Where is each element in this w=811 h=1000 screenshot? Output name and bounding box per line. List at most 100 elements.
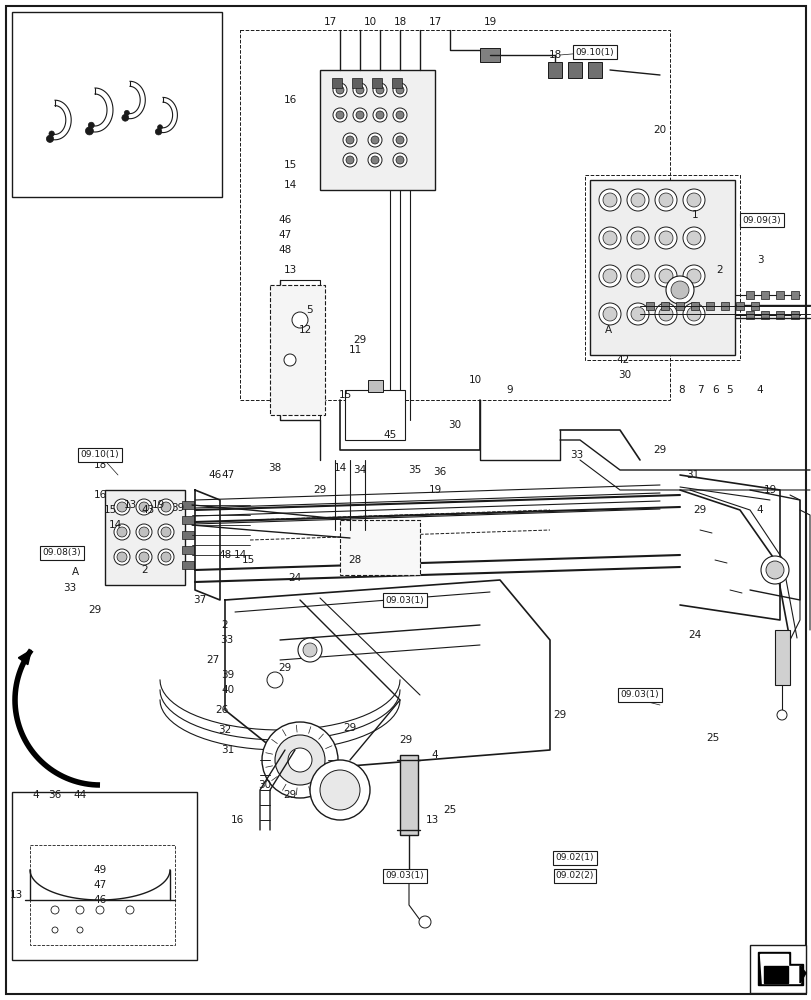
Circle shape — [342, 153, 357, 167]
Text: 09.03(1): 09.03(1) — [385, 595, 424, 604]
Text: 4: 4 — [756, 385, 762, 395]
Text: 33: 33 — [220, 635, 234, 645]
Circle shape — [686, 231, 700, 245]
Circle shape — [418, 916, 431, 928]
Circle shape — [77, 927, 83, 933]
Text: 3: 3 — [756, 255, 762, 265]
Circle shape — [393, 133, 406, 147]
Circle shape — [135, 524, 152, 540]
Circle shape — [298, 638, 322, 662]
Text: 24: 24 — [688, 630, 701, 640]
Circle shape — [310, 760, 370, 820]
Text: 39: 39 — [171, 503, 184, 513]
Text: 17: 17 — [428, 17, 441, 27]
Circle shape — [367, 133, 381, 147]
Circle shape — [46, 135, 54, 142]
Bar — [547, 62, 561, 78]
Text: 09.02(1): 09.02(1) — [555, 853, 594, 862]
Text: 13: 13 — [425, 815, 438, 825]
Circle shape — [139, 502, 148, 512]
Circle shape — [659, 231, 672, 245]
Bar — [182, 561, 194, 569]
Text: 16: 16 — [283, 95, 296, 105]
Bar — [720, 302, 728, 310]
Circle shape — [158, 499, 174, 515]
Circle shape — [665, 276, 693, 304]
Text: 25: 25 — [706, 733, 719, 743]
Polygon shape — [799, 966, 805, 983]
Text: 31: 31 — [221, 745, 234, 755]
Bar — [760, 291, 768, 299]
Text: 13: 13 — [10, 890, 23, 900]
Circle shape — [626, 227, 648, 249]
Circle shape — [765, 561, 783, 579]
Polygon shape — [757, 952, 802, 985]
Text: 29: 29 — [353, 335, 367, 345]
Text: 39: 39 — [221, 670, 234, 680]
Circle shape — [267, 672, 283, 688]
Text: 15: 15 — [633, 695, 646, 705]
Circle shape — [353, 83, 367, 97]
Text: A: A — [603, 325, 611, 335]
Bar — [646, 302, 653, 310]
Bar — [749, 945, 805, 993]
Circle shape — [670, 281, 689, 299]
Circle shape — [603, 307, 616, 321]
Text: 7: 7 — [696, 385, 702, 395]
Circle shape — [375, 111, 384, 119]
Polygon shape — [763, 966, 787, 983]
Circle shape — [682, 303, 704, 325]
Polygon shape — [19, 650, 31, 665]
Text: 19: 19 — [483, 17, 496, 27]
Text: 33: 33 — [569, 450, 583, 460]
Text: 42: 42 — [616, 355, 629, 365]
Text: 29: 29 — [278, 663, 291, 673]
Text: 40: 40 — [221, 685, 234, 695]
Circle shape — [139, 527, 148, 537]
Text: 33: 33 — [63, 583, 76, 593]
Text: 27: 27 — [206, 655, 219, 665]
Circle shape — [686, 269, 700, 283]
Circle shape — [654, 265, 676, 287]
Text: 2: 2 — [716, 265, 723, 275]
Text: 43: 43 — [141, 505, 154, 515]
Text: 15: 15 — [103, 505, 117, 515]
Text: 24: 24 — [288, 573, 301, 583]
Circle shape — [262, 722, 337, 798]
Bar — [590, 180, 734, 355]
Bar — [790, 311, 798, 319]
Circle shape — [654, 303, 676, 325]
Text: 14: 14 — [283, 180, 296, 190]
Circle shape — [155, 129, 161, 135]
Bar — [790, 291, 798, 299]
Text: 16: 16 — [230, 815, 243, 825]
Circle shape — [371, 136, 379, 144]
Text: 4: 4 — [32, 790, 39, 800]
Circle shape — [158, 524, 174, 540]
Text: 14: 14 — [333, 463, 346, 473]
Text: 45: 45 — [383, 430, 396, 440]
Circle shape — [760, 556, 788, 584]
Text: 35: 35 — [408, 465, 421, 475]
Bar — [676, 302, 683, 310]
Bar — [745, 291, 753, 299]
Circle shape — [599, 265, 620, 287]
Circle shape — [49, 131, 54, 136]
Circle shape — [396, 136, 404, 144]
Text: 09.08(3): 09.08(3) — [43, 548, 81, 558]
Text: 30: 30 — [618, 370, 631, 380]
Text: 29: 29 — [313, 485, 326, 495]
Text: 26: 26 — [215, 705, 229, 715]
Text: 18: 18 — [547, 50, 561, 60]
Circle shape — [88, 122, 94, 128]
Bar — [660, 302, 668, 310]
Circle shape — [114, 524, 130, 540]
Circle shape — [345, 156, 354, 164]
Bar — [584, 175, 739, 360]
Text: 5: 5 — [726, 385, 732, 395]
Circle shape — [161, 552, 171, 562]
Circle shape — [85, 127, 93, 135]
Circle shape — [292, 312, 307, 328]
Circle shape — [135, 549, 152, 565]
Circle shape — [603, 231, 616, 245]
